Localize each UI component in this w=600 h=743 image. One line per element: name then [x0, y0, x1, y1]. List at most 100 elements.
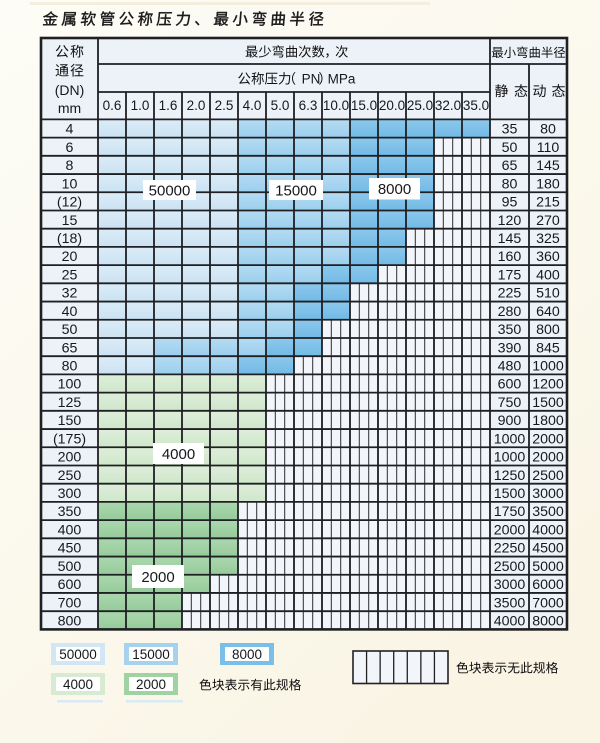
svg-text:(175): (175) — [53, 431, 86, 447]
svg-text:2000: 2000 — [532, 450, 564, 466]
svg-text:50000: 50000 — [149, 182, 191, 199]
svg-text:35: 35 — [502, 122, 518, 138]
svg-text:mm: mm — [58, 100, 81, 116]
svg-text:200: 200 — [58, 450, 82, 466]
svg-text:80: 80 — [540, 122, 556, 138]
svg-text:1200: 1200 — [532, 377, 564, 393]
svg-text:4.0: 4.0 — [243, 98, 262, 113]
svg-text:15000: 15000 — [275, 182, 317, 199]
svg-text:10: 10 — [62, 176, 78, 192]
svg-text:1000: 1000 — [494, 450, 526, 466]
svg-text:80: 80 — [62, 359, 78, 375]
svg-text:2250: 2250 — [494, 541, 526, 557]
svg-text:360: 360 — [536, 249, 560, 265]
svg-text:150: 150 — [58, 413, 82, 429]
svg-text:3500: 3500 — [532, 504, 564, 520]
svg-text:0.6: 0.6 — [103, 98, 122, 113]
svg-text:350: 350 — [58, 504, 82, 520]
svg-text:2.5: 2.5 — [215, 98, 234, 113]
svg-text:700: 700 — [58, 595, 82, 611]
svg-text:(18): (18) — [57, 231, 82, 247]
svg-text:450: 450 — [58, 541, 82, 557]
svg-text:15000: 15000 — [132, 647, 170, 662]
svg-text:900: 900 — [498, 413, 522, 429]
svg-text:25.0: 25.0 — [407, 98, 433, 113]
svg-text:8000: 8000 — [378, 181, 411, 198]
svg-text:1000: 1000 — [494, 431, 526, 447]
svg-text:800: 800 — [58, 614, 82, 630]
svg-text:20: 20 — [62, 249, 78, 265]
svg-text:2000: 2000 — [141, 569, 174, 586]
svg-text:270: 270 — [536, 213, 560, 229]
svg-text:300: 300 — [58, 486, 82, 502]
svg-text:2500: 2500 — [532, 468, 564, 484]
svg-text:110: 110 — [537, 140, 560, 156]
svg-text:50000: 50000 — [59, 647, 97, 662]
svg-text:400: 400 — [536, 267, 560, 283]
svg-text:4000: 4000 — [162, 446, 195, 463]
svg-text:15: 15 — [62, 213, 78, 229]
svg-text:95: 95 — [502, 195, 518, 211]
svg-text:5000: 5000 — [532, 559, 564, 575]
svg-text:2.0: 2.0 — [187, 98, 206, 113]
svg-text:145: 145 — [498, 231, 522, 247]
svg-text:1800: 1800 — [532, 413, 564, 429]
svg-text:65: 65 — [502, 158, 518, 174]
svg-text:600: 600 — [498, 377, 522, 393]
svg-text:65: 65 — [62, 340, 78, 356]
svg-text:125: 125 — [58, 395, 82, 411]
svg-text:1250: 1250 — [494, 468, 526, 484]
svg-text:3500: 3500 — [494, 595, 526, 611]
svg-text:6.3: 6.3 — [299, 98, 318, 113]
svg-text:1500: 1500 — [532, 395, 564, 411]
svg-text:6: 6 — [66, 140, 74, 156]
svg-text:50: 50 — [62, 322, 78, 338]
svg-text:1.6: 1.6 — [159, 98, 178, 113]
svg-text:480: 480 — [498, 359, 522, 375]
svg-text:(12): (12) — [57, 195, 82, 211]
svg-text:1500: 1500 — [494, 486, 526, 502]
svg-text:8000: 8000 — [532, 614, 564, 630]
svg-text:32.0: 32.0 — [435, 98, 461, 113]
svg-text:4000: 4000 — [532, 522, 564, 538]
svg-text:800: 800 — [536, 322, 560, 338]
svg-text:15.0: 15.0 — [351, 98, 377, 113]
svg-text:845: 845 — [536, 340, 560, 356]
svg-text:2000: 2000 — [532, 431, 564, 447]
svg-text:40: 40 — [62, 304, 78, 320]
svg-text:(DN): (DN) — [55, 82, 85, 98]
svg-text:2000: 2000 — [136, 677, 166, 692]
svg-text:20.0: 20.0 — [379, 98, 405, 113]
svg-text:2500: 2500 — [494, 559, 526, 575]
svg-text:390: 390 — [498, 340, 522, 356]
svg-text:80: 80 — [502, 176, 518, 192]
svg-text:215: 215 — [536, 195, 560, 211]
svg-text:5.0: 5.0 — [271, 98, 290, 113]
svg-text:600: 600 — [58, 577, 82, 593]
svg-text:MPa: MPa — [328, 72, 356, 87]
svg-text:180: 180 — [536, 176, 560, 192]
svg-text:325: 325 — [536, 231, 560, 247]
svg-text:120: 120 — [498, 213, 522, 229]
svg-text:6000: 6000 — [532, 577, 564, 593]
svg-text:225: 225 — [498, 286, 522, 302]
svg-text:8: 8 — [66, 158, 74, 174]
svg-text:640: 640 — [536, 304, 560, 320]
svg-text:2000: 2000 — [494, 522, 526, 538]
svg-text:750: 750 — [498, 395, 522, 411]
svg-text:7000: 7000 — [532, 595, 564, 611]
svg-text:1750: 1750 — [494, 504, 526, 520]
svg-text:3000: 3000 — [494, 577, 526, 593]
svg-text:35.0: 35.0 — [463, 98, 489, 113]
svg-text:4000: 4000 — [63, 677, 93, 692]
svg-text:50: 50 — [502, 140, 518, 156]
svg-text:4: 4 — [66, 122, 74, 138]
svg-text:350: 350 — [498, 322, 522, 338]
svg-text:8000: 8000 — [232, 647, 262, 662]
svg-text:1.0: 1.0 — [131, 98, 150, 113]
svg-text:175: 175 — [498, 267, 522, 283]
svg-text:PN: PN — [302, 72, 321, 87]
svg-text:25: 25 — [62, 267, 78, 283]
svg-text:10.0: 10.0 — [323, 98, 349, 113]
svg-text:1000: 1000 — [532, 359, 564, 375]
